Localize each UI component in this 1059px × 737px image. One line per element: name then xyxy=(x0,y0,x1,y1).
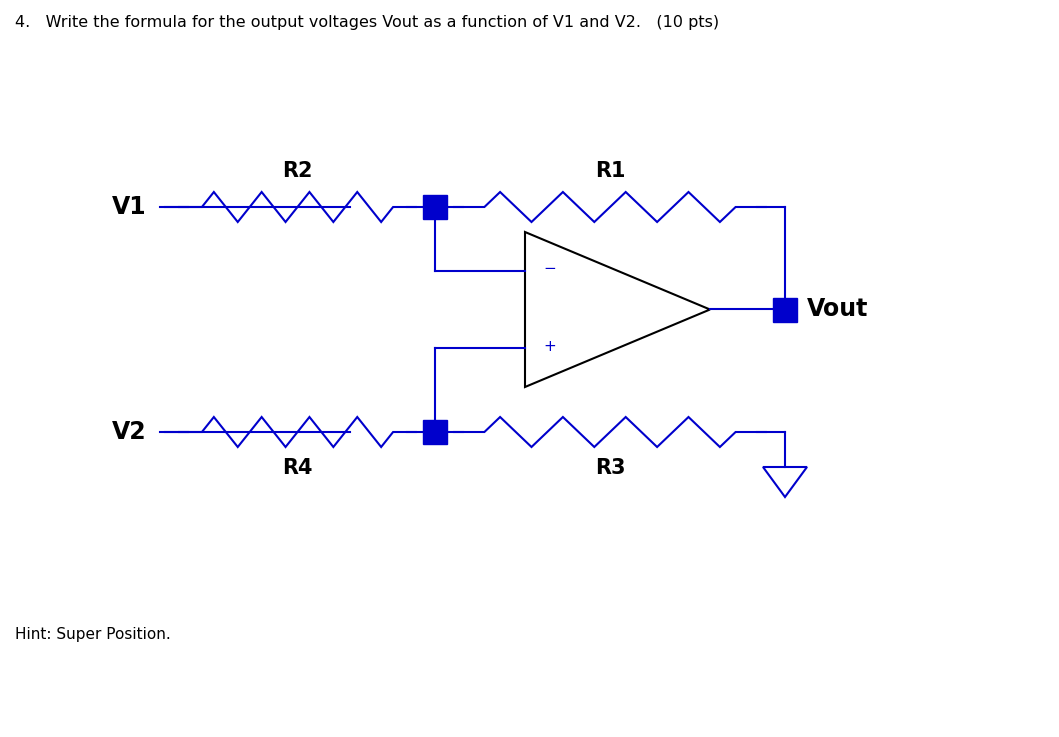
Bar xyxy=(423,195,447,219)
Bar xyxy=(773,298,797,321)
Text: R4: R4 xyxy=(283,458,312,478)
Text: −: − xyxy=(543,261,556,276)
Text: R1: R1 xyxy=(595,161,625,181)
Text: V2: V2 xyxy=(112,420,147,444)
Bar xyxy=(423,420,447,444)
Text: Hint: Super Position.: Hint: Super Position. xyxy=(15,627,170,642)
Text: V1: V1 xyxy=(112,195,147,219)
Text: Vout: Vout xyxy=(807,298,868,321)
Text: 4.   Write the formula for the output voltages Vout as a function of V1 and V2. : 4. Write the formula for the output volt… xyxy=(15,15,719,30)
Text: +: + xyxy=(543,339,556,354)
Text: R3: R3 xyxy=(595,458,625,478)
Text: R2: R2 xyxy=(283,161,312,181)
